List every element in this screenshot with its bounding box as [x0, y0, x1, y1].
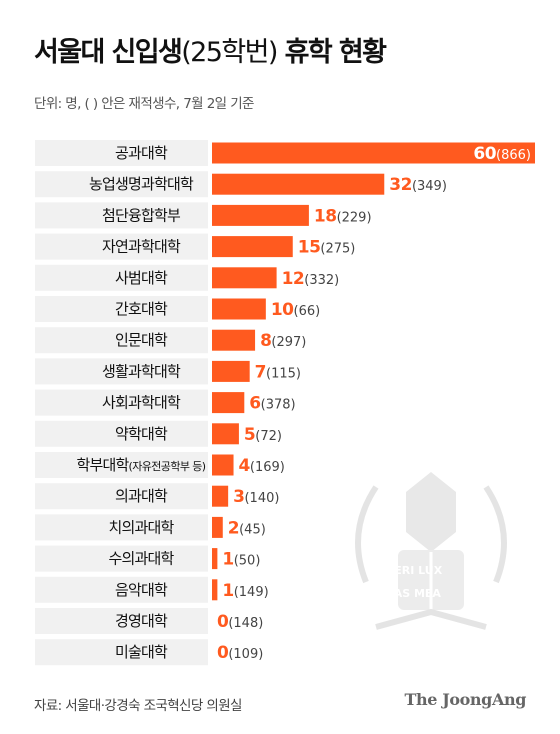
category-row-bg	[35, 608, 208, 634]
category-row-bg	[35, 576, 208, 603]
category-row-bg	[35, 639, 208, 666]
bar	[212, 142, 535, 164]
category-label: 약학대학	[115, 425, 168, 443]
bar	[212, 485, 229, 507]
bar	[212, 329, 256, 351]
category-row-bg	[35, 389, 208, 416]
bar	[212, 579, 218, 601]
category-row-bg	[35, 483, 208, 510]
data-label: 8(297)	[260, 331, 306, 351]
source-note: 자료: 서울대·강경숙 조국혁신당 의원실	[34, 698, 242, 714]
data-label: 1(50)	[222, 550, 260, 570]
category-label: 의과대학	[115, 487, 168, 505]
category-row-bg	[35, 358, 208, 385]
category-row-bg	[35, 233, 208, 260]
data-label: 6(378)	[249, 394, 295, 414]
category-label: 자연과학대학	[102, 238, 181, 256]
data-label: 12(332)	[282, 269, 340, 289]
data-label: 4(169)	[239, 456, 285, 476]
category-row-bg	[35, 264, 208, 291]
data-label: 0(148)	[217, 612, 263, 632]
category-label: 학부대학(자유전공학부 등)	[77, 456, 206, 474]
category-label: 간호대학	[115, 300, 168, 318]
title-tail: 휴학 현황	[284, 37, 387, 68]
bar	[212, 360, 250, 382]
seal-text-line2: TAS MEA	[387, 587, 441, 600]
title-paren: (25학번)	[181, 37, 278, 68]
category-label: 수의과대학	[108, 550, 174, 568]
brand-logo: The JoongAng	[404, 690, 527, 709]
data-label: 60(866)	[473, 144, 531, 164]
category-row-bg	[35, 296, 208, 322]
category-label: 첨단융합학부	[102, 206, 181, 224]
category-label: 경영대학	[115, 612, 168, 630]
bar	[212, 298, 266, 320]
data-label: 7(115)	[255, 362, 301, 382]
data-label: 5(72)	[244, 425, 282, 445]
bar-chart: 공과대학 60(866) 농업생명과학대학 32(349) 첨단융합학부 18(229) 자…	[35, 140, 535, 666]
category-label: 공과대학	[115, 144, 168, 162]
category-row-bg	[35, 140, 208, 166]
data-label: 15(275)	[298, 238, 356, 258]
chart-title: 서울대 신입생(25학번) 휴학 현황	[34, 30, 387, 69]
category-row-bg	[35, 202, 208, 229]
data-label: 32(349)	[389, 175, 447, 195]
category-row-bg	[35, 514, 208, 541]
bar	[212, 423, 239, 445]
category-label: 농업생명과학대학	[89, 175, 194, 193]
data-label: 10(66)	[271, 300, 320, 320]
category-label: 인문대학	[115, 331, 168, 349]
data-label: 1(149)	[222, 581, 268, 601]
category-label: 생활과학대학	[102, 362, 181, 380]
bar	[212, 454, 234, 476]
category-row-bg	[35, 452, 208, 478]
data-label: 2(45)	[228, 518, 266, 538]
unit-note: 단위: 명, ( ) 안은 재적생수, 7월 2일 기준	[34, 96, 254, 112]
data-label: 18(229)	[314, 206, 372, 226]
bar	[212, 267, 277, 289]
category-row-bg	[35, 545, 208, 572]
bar	[212, 548, 218, 570]
category-label: 사회과학대학	[102, 394, 181, 412]
bar	[212, 173, 385, 195]
university-seal-watermark: VERI LUX TAS MEA	[355, 472, 507, 630]
category-label: 사범대학	[115, 269, 168, 287]
bar	[212, 204, 309, 226]
category-row-bg	[35, 420, 208, 447]
data-label: 0(109)	[217, 643, 263, 663]
bar	[212, 236, 293, 258]
category-row-bg	[35, 171, 208, 198]
category-label: 음악대학	[115, 581, 168, 599]
category-label: 미술대학	[115, 643, 168, 661]
bar	[212, 516, 223, 538]
bar	[212, 392, 245, 414]
seal-text-line1: VERI LUX	[386, 564, 443, 577]
data-label: 3(140)	[233, 487, 279, 507]
category-row-bg	[35, 327, 208, 354]
category-label: 치의과대학	[108, 518, 174, 536]
title-main: 서울대 신입생	[34, 37, 183, 68]
